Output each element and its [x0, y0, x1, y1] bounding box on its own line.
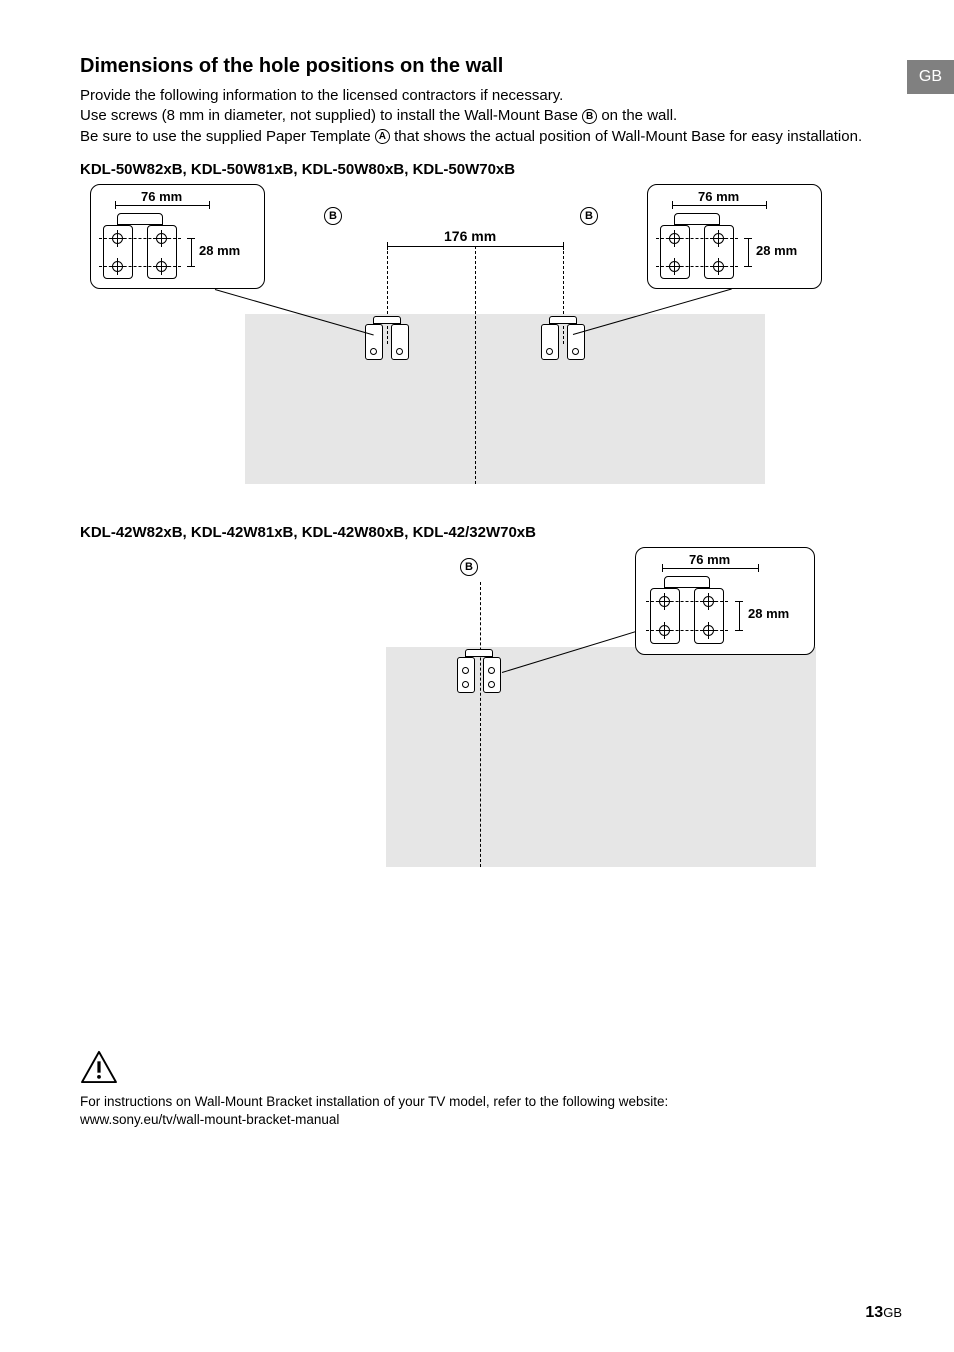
- center-line: [480, 582, 481, 867]
- intro-line2: Use screws (8 mm in diameter, not suppli…: [80, 106, 904, 126]
- bracket-left-big: [103, 213, 177, 291]
- page-title: Dimensions of the hole positions on the …: [80, 55, 904, 78]
- warning-text: For instructions on Wall-Mount Bracket i…: [80, 1093, 900, 1129]
- badge-b-inline: B: [582, 109, 597, 124]
- page-content: Dimensions of the hole positions on the …: [0, 0, 954, 867]
- language-tab: GB: [907, 60, 954, 94]
- bracket-left-small: [365, 316, 409, 364]
- dim-76-2: 76 mm: [689, 552, 730, 567]
- intro-line3: Be sure to use the supplied Paper Templa…: [80, 127, 904, 147]
- section1-heading: KDL-50W82xB, KDL-50W81xB, KDL-50W80xB, K…: [80, 161, 904, 178]
- bracket-right-small: [541, 316, 585, 364]
- badge-a-inline: A: [375, 129, 390, 144]
- callout-2: 76 mm 28 mm: [635, 547, 815, 655]
- warning-icon: [80, 1050, 118, 1084]
- warning-block: For instructions on Wall-Mount Bracket i…: [80, 1050, 900, 1129]
- dim-center: 176 mm: [444, 228, 496, 244]
- badge-b-2: B: [460, 557, 478, 576]
- tv-outline-1: [245, 314, 765, 484]
- bracket-right-big: [660, 213, 734, 291]
- dim-76-left: 76 mm: [141, 189, 182, 204]
- intro-text: Provide the following information to the…: [80, 86, 904, 147]
- bracket-big-2: [650, 576, 724, 654]
- bracket-small-2: [457, 649, 501, 697]
- tv-outline-2: [386, 647, 816, 867]
- dim-28-right: 28 mm: [756, 243, 797, 258]
- dim-28-left: 28 mm: [199, 243, 240, 258]
- dim-28-2: 28 mm: [748, 606, 789, 621]
- badge-b-right: B: [580, 206, 598, 225]
- callout-left: 76 mm 28 mm: [90, 184, 265, 289]
- page-number: 13GB: [865, 1304, 902, 1322]
- badge-b-left: B: [324, 206, 342, 225]
- dim-line: [387, 246, 563, 247]
- callout-right: 76 mm 28 mm: [647, 184, 822, 289]
- intro-line1: Provide the following information to the…: [80, 86, 904, 106]
- diagram-2: B 76 mm: [90, 547, 870, 867]
- dim-76-right: 76 mm: [698, 189, 739, 204]
- diagram-1: B B 176 mm 76 mm: [90, 184, 870, 484]
- section2-heading: KDL-42W82xB, KDL-42W81xB, KDL-42W80xB, K…: [80, 524, 904, 541]
- center-line: [475, 246, 476, 484]
